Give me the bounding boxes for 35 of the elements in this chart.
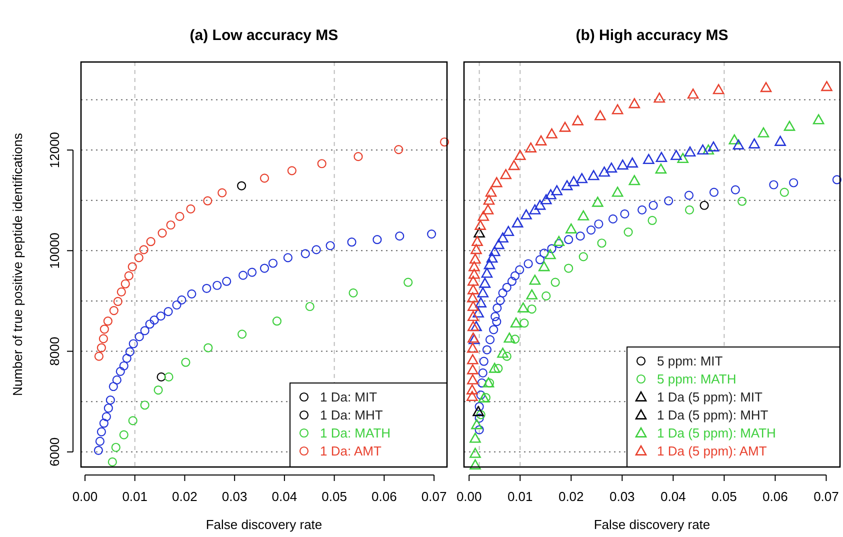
legend-label: 5 ppm: MIT [657, 354, 723, 369]
x-tick-label: 0.03 [222, 489, 248, 504]
y-axis-title: Number of true positive peptide identifications [10, 132, 25, 396]
x-tick-label: 0.03 [610, 489, 635, 504]
x-tick-label: 0.04 [660, 489, 686, 504]
legend-label: 5 ppm: MATH [657, 372, 736, 387]
x-axis-title: False discovery rate [594, 517, 710, 532]
y-tick-label: 8000 [47, 336, 62, 366]
y-tick-label: 6000 [47, 437, 62, 466]
y-tick-label: 10000 [47, 232, 62, 269]
x-tick-label: 0.00 [72, 489, 98, 504]
legend-label: 1 Da (5 ppm): AMT [657, 444, 767, 459]
legend-label: 1 Da (5 ppm): MHT [657, 408, 768, 423]
x-tick-label: 0.07 [814, 489, 839, 504]
legend-label: 1 Da: AMT [320, 444, 382, 459]
x-tick-label: 0.01 [507, 489, 533, 504]
x-tick-label: 0.07 [421, 489, 447, 504]
legend-label: 1 Da (5 ppm): MIT [657, 390, 763, 405]
legend-label: 1 Da: MATH [320, 426, 391, 441]
legend-label: 1 Da (5 ppm): MATH [657, 426, 776, 441]
x-tick-label: 0.05 [322, 489, 347, 504]
x-tick-label: 0.06 [762, 489, 788, 504]
x-tick-label: 0.04 [272, 489, 298, 504]
x-tick-label: 0.02 [558, 489, 584, 504]
x-tick-label: 0.00 [456, 489, 482, 504]
legend-label: 1 Da: MIT [320, 390, 378, 405]
x-tick-label: 0.06 [372, 489, 397, 504]
chart-title: (a) Low accuracy MS [190, 27, 338, 44]
chart-title: (b) High accuracy MS [576, 27, 728, 44]
legend-label: 1 Da: MHT [320, 408, 383, 423]
y-tick-label: 12000 [47, 132, 62, 168]
x-axis-title: False discovery rate [206, 517, 322, 532]
x-tick-label: 0.01 [122, 489, 148, 504]
x-tick-label: 0.05 [712, 489, 737, 504]
x-tick-label: 0.02 [172, 489, 198, 504]
